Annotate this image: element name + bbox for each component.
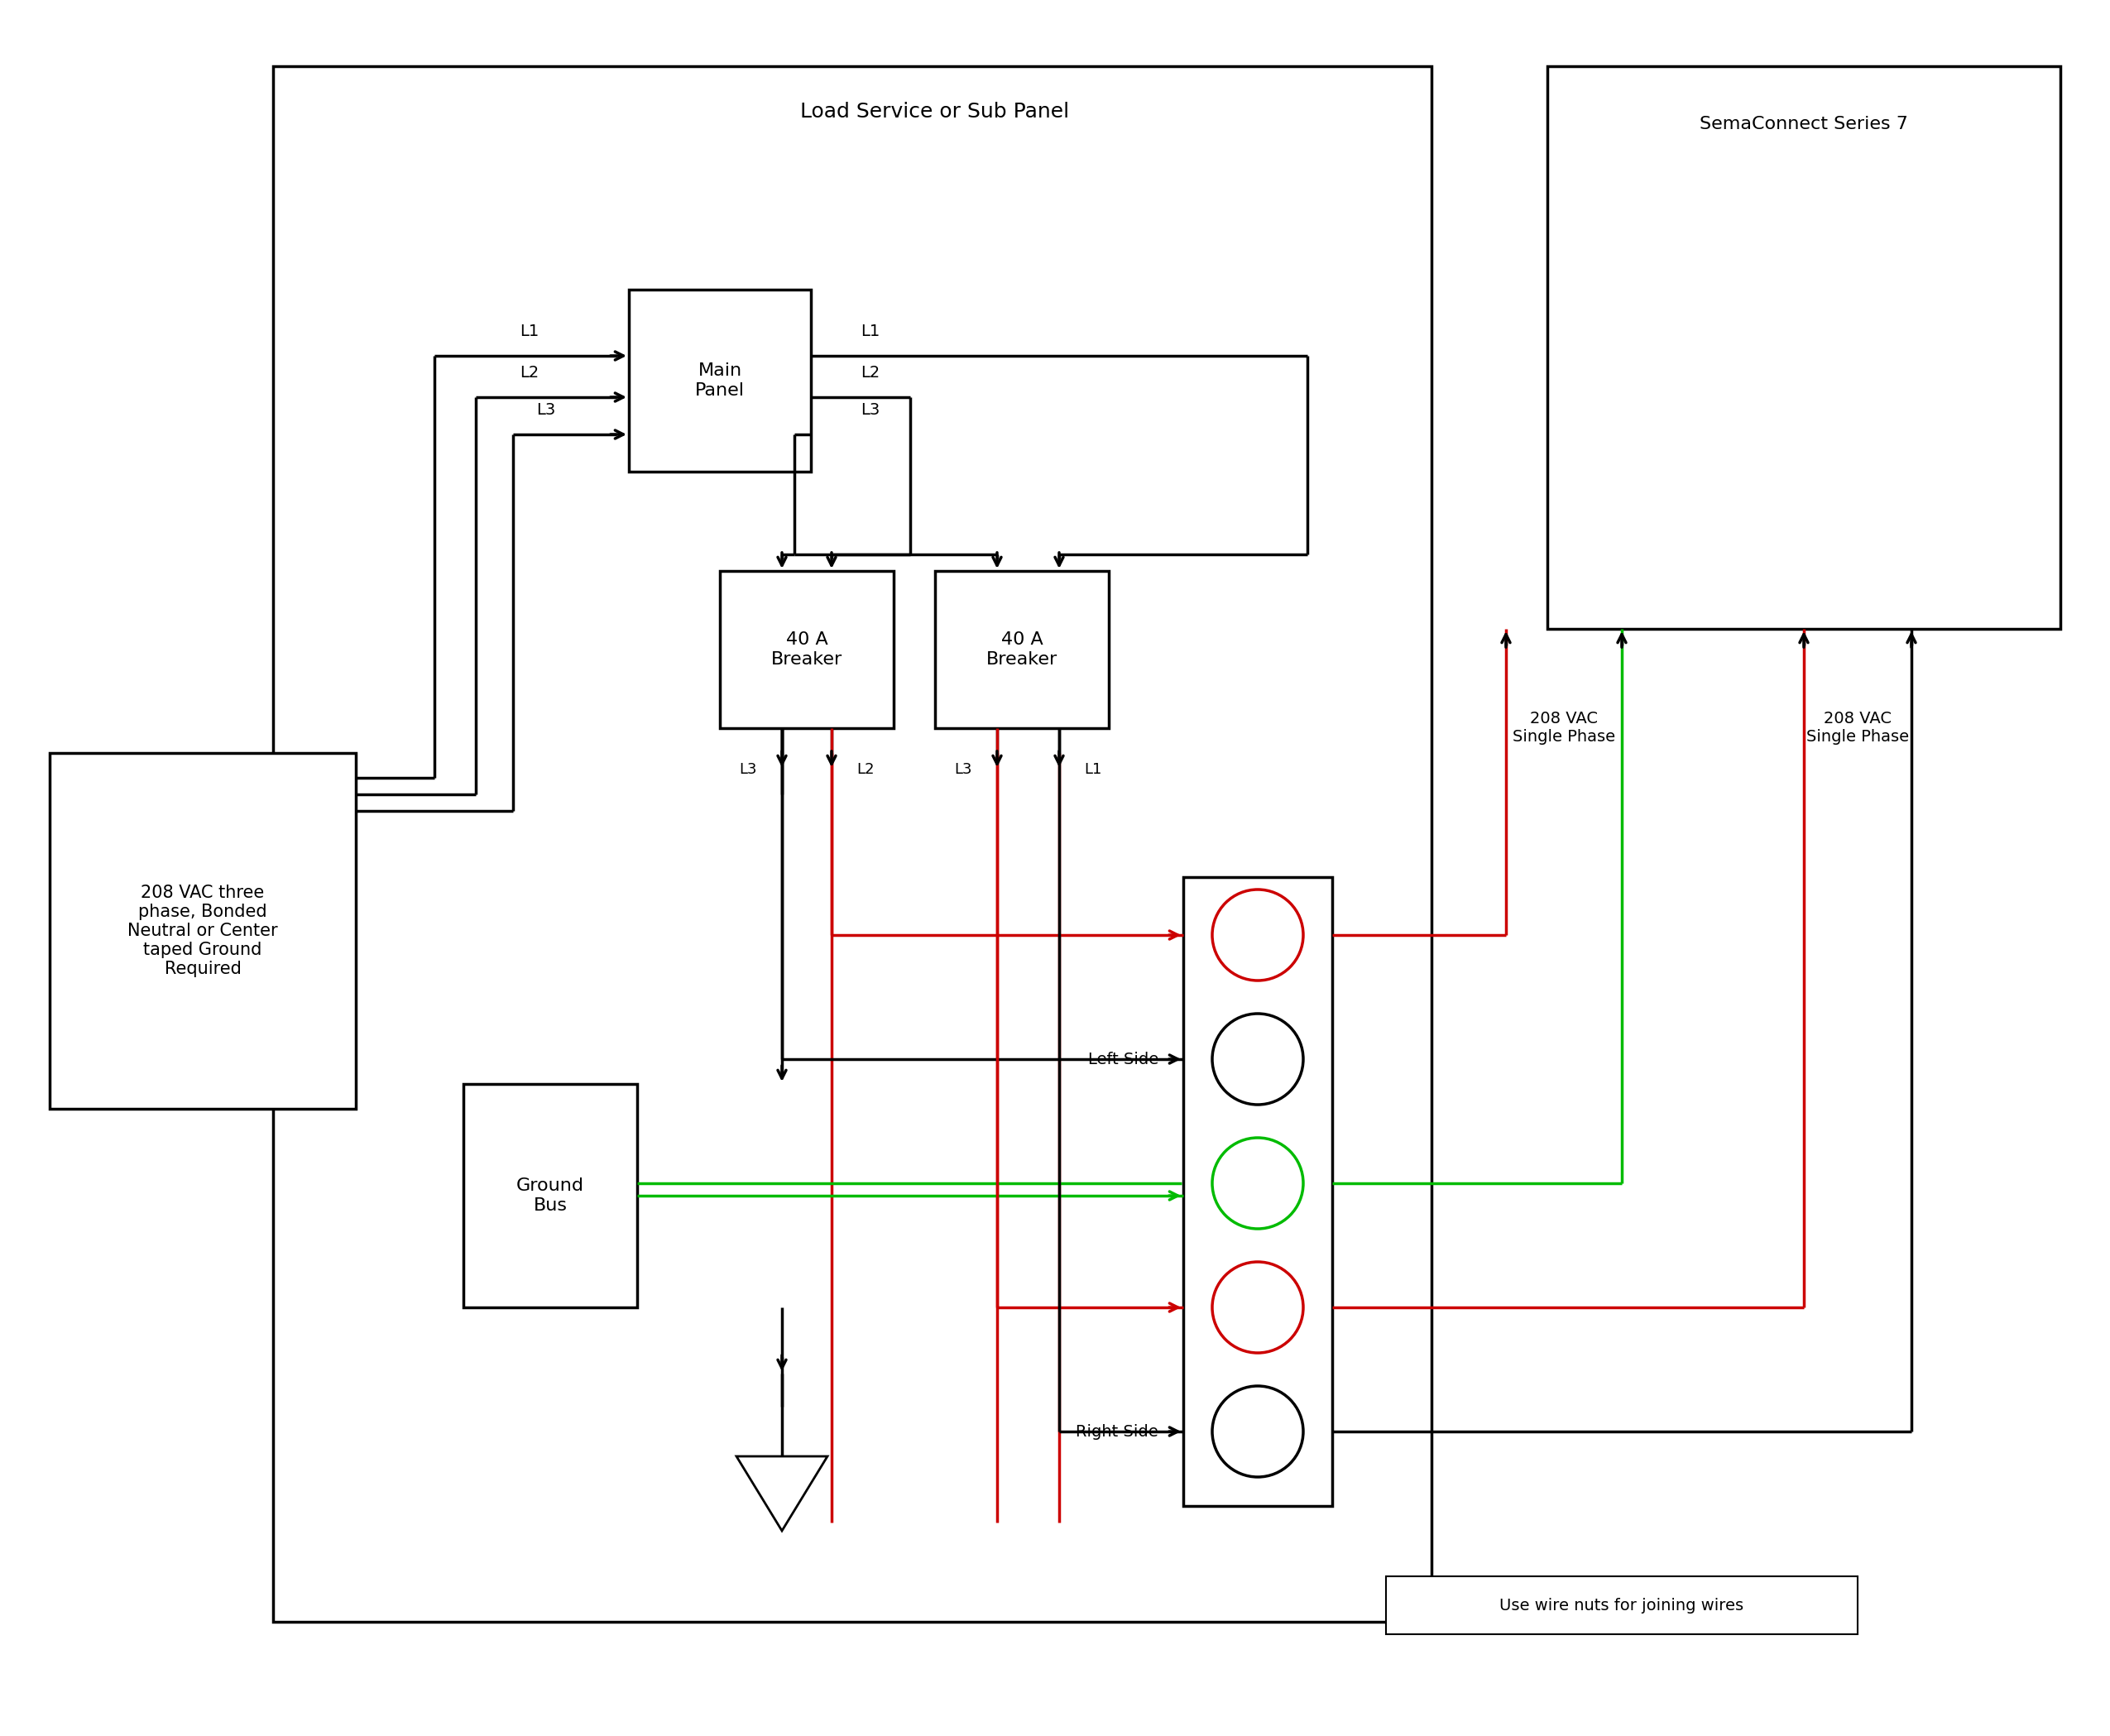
Bar [1547, 66, 2059, 628]
Text: Right Side: Right Side [1076, 1424, 1158, 1439]
Text: L2: L2 [519, 365, 540, 380]
Bar [720, 571, 895, 727]
Text: 208 VAC
Single Phase: 208 VAC Single Phase [1806, 712, 1910, 745]
Text: L3: L3 [536, 403, 555, 418]
Text: L3: L3 [738, 762, 757, 778]
Text: 208 VAC three
phase, Bonded
Neutral or Center
taped Ground
Required: 208 VAC three phase, Bonded Neutral or C… [127, 884, 279, 977]
Bar [464, 1083, 637, 1307]
Text: Use wire nuts for joining wires: Use wire nuts for joining wires [1500, 1597, 1743, 1613]
Text: SemaConnect Series 7: SemaConnect Series 7 [1701, 116, 1907, 132]
Text: Load Service or Sub Panel: Load Service or Sub Panel [800, 102, 1070, 122]
Bar [1184, 877, 1331, 1505]
Text: L3: L3 [861, 403, 880, 418]
Text: 40 A
Breaker: 40 A Breaker [770, 632, 842, 667]
Text: L2: L2 [857, 762, 874, 778]
Text: 40 A
Breaker: 40 A Breaker [985, 632, 1057, 667]
Text: Main
Panel: Main Panel [694, 363, 745, 399]
Bar [272, 66, 1431, 1621]
Bar [629, 290, 810, 472]
Text: L2: L2 [861, 365, 880, 380]
Bar [1386, 1576, 1857, 1634]
Text: L1: L1 [861, 323, 880, 339]
Text: L1: L1 [519, 323, 540, 339]
Text: Ground
Bus: Ground Bus [517, 1177, 584, 1213]
Text: 208 VAC
Single Phase: 208 VAC Single Phase [1513, 712, 1616, 745]
Text: Left Side: Left Side [1089, 1052, 1158, 1068]
Bar [51, 753, 357, 1109]
Text: L3: L3 [954, 762, 973, 778]
Text: L1: L1 [1085, 762, 1101, 778]
Bar [935, 571, 1108, 727]
